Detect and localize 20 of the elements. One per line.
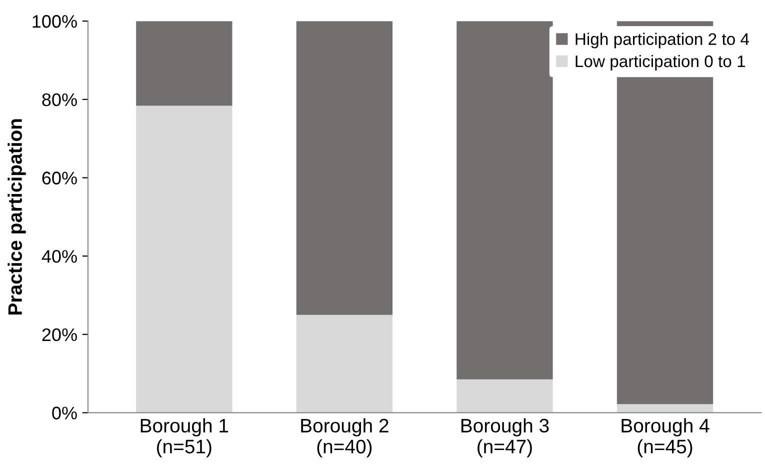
y-tick-label: 0% bbox=[52, 406, 77, 420]
x-tick-label: Borough 4 (n=45) bbox=[622, 418, 710, 458]
bar bbox=[296, 314, 393, 413]
bar bbox=[136, 21, 232, 106]
y-axis-title: Practice participation bbox=[8, 119, 26, 314]
y-tick-label: 20% bbox=[42, 328, 77, 342]
bar bbox=[456, 21, 553, 380]
x-tick-label: Borough 2 (n=40) bbox=[301, 418, 388, 458]
y-tick-label: 60% bbox=[42, 172, 77, 184]
y-tick-label: 100% bbox=[32, 15, 77, 28]
bar bbox=[456, 379, 553, 413]
y-tick-label: 40% bbox=[42, 250, 77, 263]
bar bbox=[296, 21, 393, 315]
bar bbox=[616, 404, 714, 413]
bar bbox=[136, 106, 232, 413]
x-tick-label: Borough 1 (n=51) bbox=[140, 418, 228, 458]
x-tick-label: Borough 3 (n=47) bbox=[461, 418, 549, 458]
legend-label: High participation 2 to 4 bbox=[576, 32, 750, 48]
legend-label: Low participation 0 to 1 bbox=[576, 54, 746, 71]
y-tick-label: 80% bbox=[42, 93, 77, 106]
